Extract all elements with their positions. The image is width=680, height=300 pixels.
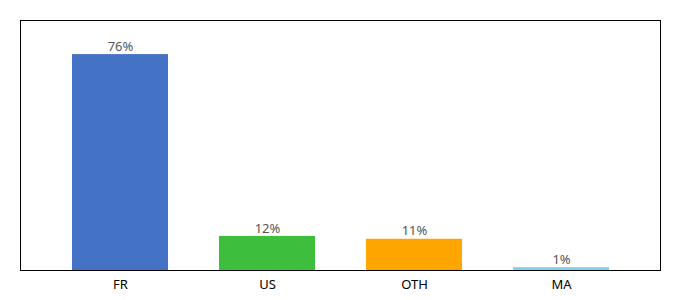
svg-text:1%: 1% xyxy=(552,250,570,268)
svg-text:US: US xyxy=(259,275,276,293)
svg-text:11%: 11% xyxy=(402,221,428,239)
svg-text:12%: 12% xyxy=(255,219,281,237)
svg-text:OTH: OTH xyxy=(401,275,428,293)
svg-text:MA: MA xyxy=(551,275,572,293)
svg-text:76%: 76% xyxy=(108,37,134,55)
svg-text:FR: FR xyxy=(113,275,128,293)
